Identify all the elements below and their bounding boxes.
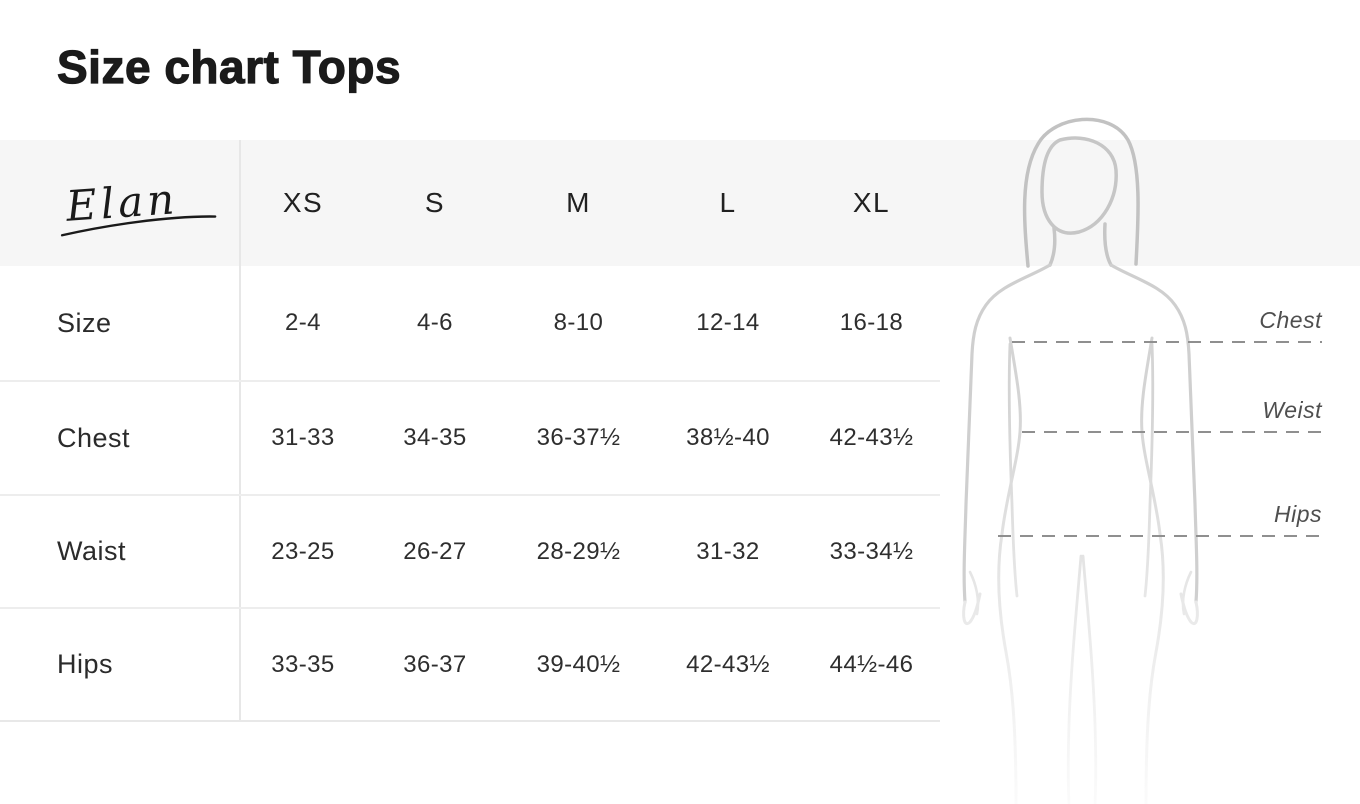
hips-measure-label: Hips <box>1273 501 1322 527</box>
hips-measure-line <box>998 535 1322 537</box>
table-cell: 12-14 <box>696 309 760 336</box>
table-cell: 39-40½ <box>504 607 653 720</box>
table-cell: 34-35 <box>366 380 504 494</box>
table-cell: 44½-46 <box>803 607 940 720</box>
table-cell: 36-37 <box>366 607 504 720</box>
table-cell: 31-32 <box>653 494 803 607</box>
size-table: Elan XS S M L XL Size 2-4 4-6 8-10 12-14… <box>0 140 940 722</box>
female-body-figure-icon <box>962 117 1199 804</box>
chest-measure-line <box>1012 341 1322 343</box>
table-cell: 8-10 <box>553 309 604 336</box>
column-header-xs: XS <box>282 187 324 218</box>
table-cell: 42-43½ <box>653 607 803 720</box>
row-label-chest: Chest <box>0 380 240 494</box>
table-cell: 4-6 <box>417 309 453 336</box>
row-label-waist: Waist <box>0 494 240 607</box>
row-label-hips: Hips <box>0 607 240 720</box>
logo-underline-swash <box>60 215 217 237</box>
table-vertical-divider <box>239 140 241 720</box>
chest-measure-label: Chest <box>1259 307 1322 333</box>
table-cell: 28-29½ <box>504 494 653 607</box>
page-title: Size chart Tops <box>56 40 402 93</box>
table-cell: 38½-40 <box>653 380 803 494</box>
table-cell: 31-33 <box>240 380 366 494</box>
table-cell: 36-37½ <box>504 380 653 494</box>
waist-measure-label: Weist <box>1262 397 1322 423</box>
waist-measure-line <box>1022 431 1322 433</box>
table-cell: 33-34½ <box>803 494 940 607</box>
brand-logo: Elan <box>0 140 240 266</box>
table-cell: 33-35 <box>240 607 366 720</box>
column-header-l: L <box>719 187 737 218</box>
table-cell: 23-25 <box>240 494 366 607</box>
table-cell: 2-4 <box>285 309 321 336</box>
column-header-m: M <box>566 187 591 218</box>
table-cell: 16-18 <box>839 309 904 336</box>
column-header-s: S <box>424 187 446 218</box>
row-label-size: Size <box>57 307 112 338</box>
table-cell: 42-43½ <box>803 380 940 494</box>
column-header-xl: XL <box>852 187 891 218</box>
table-cell: 26-27 <box>366 494 504 607</box>
